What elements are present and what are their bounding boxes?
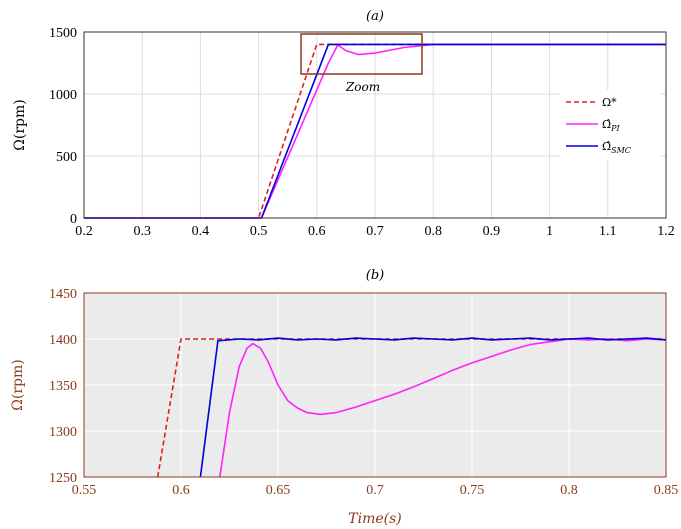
series-line-0 [156, 338, 666, 478]
x-tick-label: 0.55 [72, 483, 97, 498]
x-tick-label: 0.2 [75, 224, 93, 239]
y-tick-label: 1500 [49, 26, 77, 41]
x-tick-label: 0.3 [133, 224, 151, 239]
chart-a-y-ticks: 0 500 1000 1500 [49, 26, 77, 227]
x-tick-label: 0.9 [483, 224, 501, 239]
x-tick-label: 0.85 [654, 483, 679, 498]
chart-b: (b) 0.55 0.6 0.65 0.7 0.75 0.8 0.85 1250 1300 13… [10, 268, 678, 527]
chart-b-x-ticks: 0.55 0.6 0.65 0.7 0.75 0.8 0.85 [72, 483, 679, 498]
y-tick-label: 1400 [49, 333, 77, 348]
chart-a-legend: Ω* Ω̂PI Ω̂SMC [560, 90, 660, 160]
x-tick-label: 0.5 [250, 224, 268, 239]
y-tick-label: 1000 [49, 88, 77, 103]
chart-a-title: (a) [366, 9, 384, 24]
x-tick-label: 0.65 [266, 483, 291, 498]
series-line-2 [199, 337, 667, 478]
x-tick-label: 1 [546, 224, 553, 239]
chart-b-series [156, 337, 667, 478]
x-tick-label: 0.75 [460, 483, 485, 498]
chart-a-frame [83, 31, 667, 219]
zoom-annotation: Zoom [345, 80, 380, 94]
x-tick-label: 0.6 [308, 224, 326, 239]
legend-label-ref: Ω* [602, 96, 617, 109]
y-tick-label: 1300 [49, 425, 77, 440]
chart-a: (a) 0.2 0.3 0.4 0.5 0.6 0.7 0.8 0.9 1 1.1 1.2 0 500… [12, 9, 675, 239]
y-tick-label: 500 [56, 150, 77, 165]
x-tick-label: 1.1 [599, 224, 617, 239]
x-tick-label: 0.4 [192, 224, 210, 239]
chart-b-y-label: Ω(rpm) [10, 359, 26, 410]
chart-b-y-ticks: 1250 1300 1350 1400 1450 [49, 287, 77, 486]
chart-a-y-label: Ω(rpm) [12, 99, 28, 150]
chart-b-x-label: Time(s) [348, 511, 401, 527]
y-tick-label: 1450 [49, 287, 77, 302]
chart-b-frame [83, 292, 667, 478]
x-tick-label: 0.7 [366, 224, 384, 239]
x-tick-label: 1.2 [657, 224, 675, 239]
y-tick-label: 1350 [49, 379, 77, 394]
x-tick-label: 0.8 [424, 224, 442, 239]
x-tick-label: 0.7 [366, 483, 384, 498]
zoom-box [300, 33, 423, 75]
chart-a-x-ticks: 0.2 0.3 0.4 0.5 0.6 0.7 0.8 0.9 1 1.1 1.2 [75, 224, 675, 239]
chart-b-title: (b) [366, 268, 384, 283]
x-tick-label: 0.6 [172, 483, 190, 498]
y-tick-label: 1250 [49, 471, 77, 486]
y-tick-label: 0 [70, 212, 77, 227]
x-tick-label: 0.8 [560, 483, 578, 498]
